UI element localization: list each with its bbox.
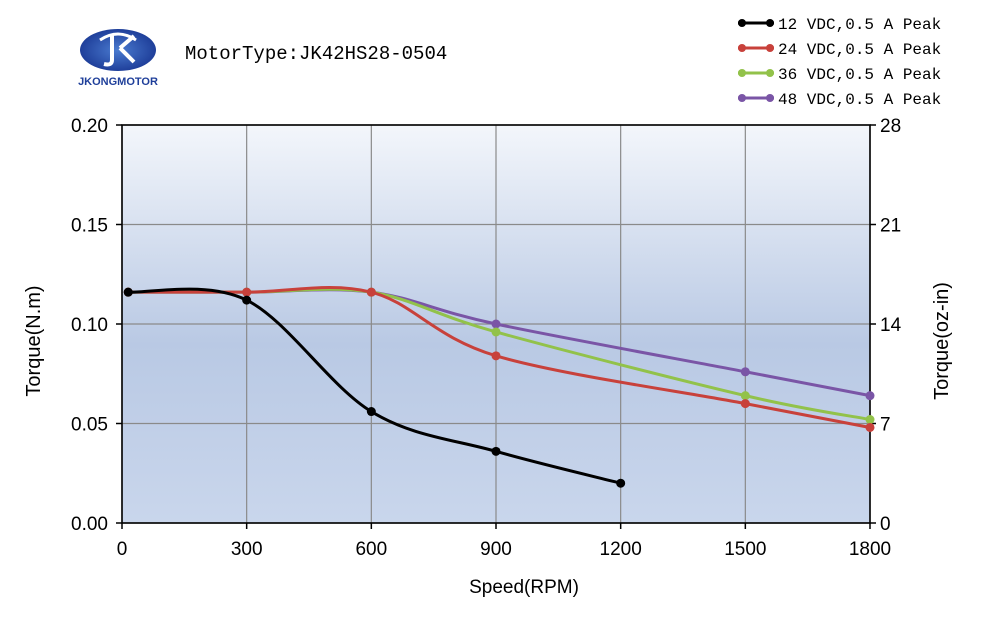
series-2 bbox=[123, 285, 875, 432]
logo-emblem bbox=[80, 29, 156, 71]
y-axis-label-right: Torque(oz-in) bbox=[931, 282, 953, 400]
data-point bbox=[740, 391, 750, 401]
legend-entry: 12 VDC,0.5 A Peak bbox=[738, 16, 941, 34]
y-tick-label-right: 7 bbox=[880, 415, 891, 436]
data-point bbox=[616, 478, 626, 488]
legend-label: 48 VDC,0.5 A Peak bbox=[778, 91, 941, 109]
data-point bbox=[242, 287, 252, 297]
x-tick-label: 1200 bbox=[600, 539, 642, 560]
data-point bbox=[242, 295, 252, 305]
motor-type-label: MotorType:JK42HS28-0504 bbox=[185, 43, 447, 65]
logo-text: JKONGMOTOR bbox=[78, 76, 158, 88]
x-tick-label: 0 bbox=[117, 539, 128, 560]
plot-frame bbox=[121, 124, 871, 524]
data-point bbox=[491, 446, 501, 456]
data-point bbox=[491, 319, 501, 329]
data-point bbox=[491, 327, 501, 337]
data-point bbox=[740, 367, 750, 377]
y-tick-label-left: 0.05 bbox=[71, 415, 108, 436]
legend-swatch-marker bbox=[738, 69, 746, 77]
data-point bbox=[491, 351, 501, 361]
legend-swatch-marker bbox=[738, 94, 746, 102]
data-point bbox=[865, 422, 875, 432]
legend-entry: 24 VDC,0.5 A Peak bbox=[738, 41, 941, 59]
data-point bbox=[123, 287, 133, 297]
y-tick-label-left: 0.15 bbox=[71, 216, 108, 237]
data-point bbox=[865, 391, 875, 401]
x-tick-label: 1800 bbox=[849, 539, 891, 560]
data-point bbox=[366, 287, 376, 297]
x-tick-label: 1500 bbox=[724, 539, 766, 560]
legend-swatch-marker bbox=[766, 69, 774, 77]
legend-swatch-marker bbox=[766, 44, 774, 52]
y-tick-label-right: 28 bbox=[880, 116, 901, 137]
data-series bbox=[123, 285, 875, 488]
legend-label: 12 VDC,0.5 A Peak bbox=[778, 16, 941, 34]
legend: 12 VDC,0.5 A Peak 24 VDC,0.5 A Peak 36 VDC… bbox=[738, 16, 941, 109]
x-tick-label: 300 bbox=[231, 539, 263, 560]
legend-entry: 48 VDC,0.5 A Peak bbox=[738, 91, 941, 109]
x-tick-label: 900 bbox=[480, 539, 512, 560]
y-tick-label-left: 0.10 bbox=[71, 315, 108, 336]
brand-logo: JKONGMOTOR bbox=[78, 29, 158, 88]
legend-label: 36 VDC,0.5 A Peak bbox=[778, 66, 941, 84]
y-tick-label-right: 14 bbox=[880, 315, 902, 336]
y-tick-label-left: 0.00 bbox=[71, 514, 108, 535]
y-tick-label-right: 21 bbox=[880, 216, 901, 237]
data-point bbox=[366, 407, 376, 417]
legend-entry: 36 VDC,0.5 A Peak bbox=[738, 66, 941, 84]
legend-swatch-marker bbox=[738, 19, 746, 27]
legend-swatch-marker bbox=[738, 44, 746, 52]
y-axis-label-left: Torque(N.m) bbox=[23, 285, 45, 396]
y-tick-label-right: 0 bbox=[880, 514, 891, 535]
tick-labels: 0 300 600 900 1200 1500 1800 0.00 0 0.05 7 0.10 14 0.… bbox=[71, 116, 902, 560]
data-point bbox=[740, 399, 750, 409]
series-1 bbox=[123, 287, 626, 488]
data-point bbox=[865, 415, 875, 425]
legend-swatch-marker bbox=[766, 94, 774, 102]
legend-swatch-marker bbox=[766, 19, 774, 27]
x-axis-label: Speed(RPM) bbox=[469, 577, 579, 598]
axes bbox=[116, 124, 876, 529]
x-tick-label: 600 bbox=[355, 539, 387, 560]
legend-label: 24 VDC,0.5 A Peak bbox=[778, 41, 941, 59]
y-tick-label-left: 0.20 bbox=[71, 116, 108, 137]
